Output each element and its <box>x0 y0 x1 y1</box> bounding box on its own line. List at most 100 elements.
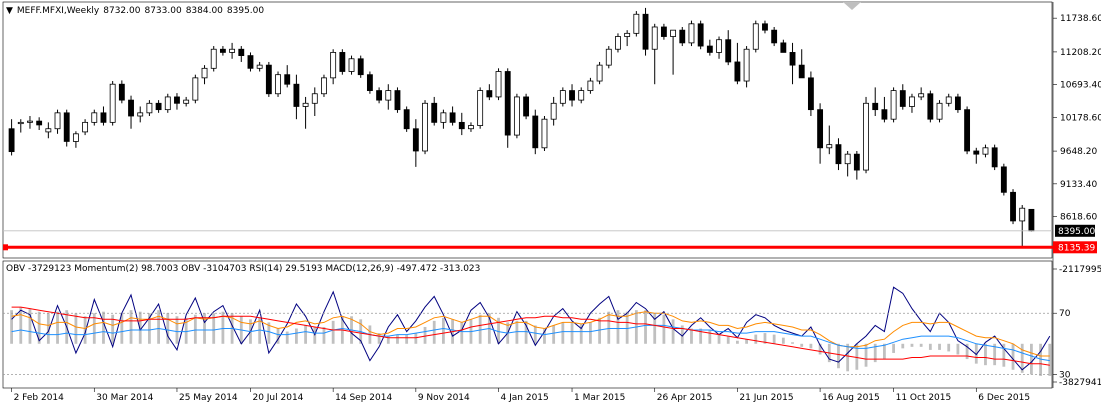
candle <box>431 96 438 126</box>
histogram-bar <box>708 330 712 344</box>
candle-body <box>422 102 428 152</box>
candle <box>440 109 447 129</box>
candle-body <box>890 90 897 120</box>
candle-body <box>357 58 364 76</box>
candle <box>394 87 401 113</box>
indicator-tick-label: -2117995 <box>1059 265 1101 275</box>
histogram-bar <box>203 313 206 344</box>
indicator-line <box>11 311 1050 357</box>
candle <box>348 55 355 75</box>
candle <box>477 87 484 129</box>
candle <box>596 61 603 85</box>
candle-body <box>642 13 649 50</box>
histogram-bar <box>1039 343 1042 376</box>
level-left-handle <box>3 244 8 251</box>
indicator-pane-frame <box>2 260 1053 389</box>
candle-body <box>734 61 741 82</box>
histogram-bar <box>331 320 335 344</box>
histogram-bar <box>175 316 179 344</box>
candle-body <box>532 115 539 149</box>
price-pane-frame <box>2 1 1053 259</box>
candle-body <box>569 90 575 101</box>
candle <box>872 87 879 117</box>
candle <box>422 100 428 155</box>
histogram-bar <box>423 326 427 344</box>
candle-body <box>716 39 722 53</box>
indicator-tick-label: 30 <box>1059 370 1071 380</box>
candle-body <box>991 147 998 168</box>
candle <box>642 7 649 56</box>
histogram-bar <box>258 317 262 344</box>
candle-body <box>670 29 677 37</box>
candle-body <box>559 90 566 104</box>
candle-body <box>964 109 971 152</box>
candle <box>954 93 961 113</box>
histogram-bar <box>855 343 859 370</box>
candle <box>210 46 217 72</box>
indicator-line <box>11 306 1050 366</box>
candle-body <box>192 77 199 101</box>
histogram-bar <box>625 311 629 344</box>
histogram-bar <box>120 313 124 344</box>
candle-body <box>789 52 796 66</box>
candle-body <box>541 118 548 149</box>
histogram-bar <box>717 334 721 344</box>
histogram-bar <box>736 340 739 344</box>
candle-body <box>1019 207 1026 222</box>
histogram-bar <box>322 326 326 344</box>
histogram-bar <box>184 317 188 344</box>
candle <box>1028 208 1035 232</box>
candle-body <box>201 67 208 79</box>
candle-body <box>63 112 70 142</box>
candle <box>927 90 934 123</box>
candle <box>357 55 364 78</box>
histogram-bar <box>28 308 32 344</box>
indicator-line <box>11 286 1051 371</box>
candle <box>256 61 263 72</box>
candle <box>311 87 318 117</box>
histogram-bar <box>377 333 381 344</box>
histogram-bar <box>1030 343 1033 375</box>
histogram-bar <box>680 325 684 344</box>
candle-body <box>403 109 410 130</box>
time-tick-label: 21 Jun 2015 <box>739 393 793 403</box>
candle-body <box>936 102 943 120</box>
candle-body <box>293 83 300 107</box>
histogram-bar <box>763 333 767 344</box>
candle-body <box>54 112 61 130</box>
histogram-bar <box>910 343 914 347</box>
time-tick-label: 1 Mar 2015 <box>574 393 625 403</box>
histogram-bar <box>561 322 565 344</box>
time-tick-label: 11 Oct 2015 <box>896 393 952 403</box>
histogram-bar <box>267 322 271 344</box>
candle-body <box>1010 191 1016 222</box>
candle <box>192 74 199 104</box>
histogram-bar <box>616 310 620 344</box>
histogram-bar <box>138 311 142 344</box>
histogram-bar <box>497 317 500 344</box>
candle <box>321 74 327 97</box>
candle <box>366 71 373 94</box>
candle-body <box>458 121 465 130</box>
dropdown-arrow-icon[interactable]: ▼ <box>6 6 13 16</box>
candle-body <box>817 109 824 149</box>
histogram-bar <box>699 328 703 344</box>
candle-body <box>8 128 15 153</box>
candle-body <box>311 93 318 104</box>
histogram-bar <box>74 313 78 344</box>
candle <box>302 96 309 129</box>
price-overlays: 8395.00 8135.39 <box>3 224 1097 254</box>
candle <box>697 20 704 50</box>
candle-body <box>256 64 263 69</box>
histogram-bar <box>129 310 133 344</box>
histogram-bar <box>873 343 877 363</box>
histogram-bar <box>965 343 969 360</box>
histogram-bar <box>901 343 905 349</box>
candle <box>743 46 750 88</box>
candle-body <box>412 128 419 152</box>
candle <box>339 49 346 75</box>
indicator-tick-label: -3827941 <box>1059 378 1101 388</box>
candle <box>137 106 144 123</box>
indicator-line <box>11 324 1050 362</box>
candle <box>569 84 575 107</box>
